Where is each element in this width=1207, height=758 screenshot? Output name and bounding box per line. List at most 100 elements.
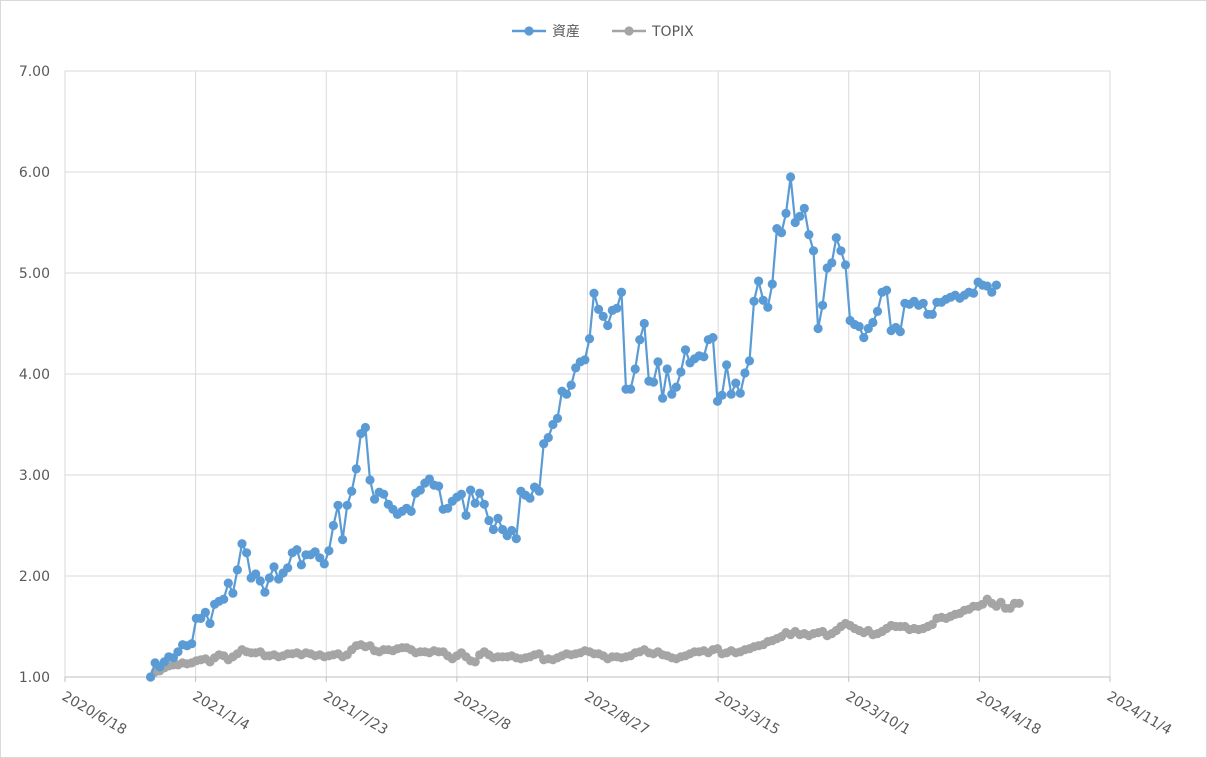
x-tick-label: 2021/1/4: [190, 689, 253, 734]
data-point: [566, 380, 576, 390]
plot-area: [146, 172, 1024, 682]
data-point: [470, 498, 480, 508]
data-point: [580, 355, 590, 365]
y-tick-label: 4.00: [19, 367, 50, 383]
data-point: [630, 364, 640, 374]
data-point: [200, 607, 210, 618]
data-point: [484, 515, 494, 526]
data-point: [255, 576, 265, 586]
data-point: [333, 500, 343, 510]
x-tick-label: 2022/8/27: [582, 689, 652, 739]
data-point: [461, 510, 471, 520]
data-point: [708, 333, 718, 343]
data-point: [1014, 598, 1024, 608]
data-point: [616, 287, 627, 297]
data-point: [173, 647, 183, 657]
y-tick-label: 5.00: [19, 266, 50, 282]
data-point: [328, 520, 338, 531]
data-point: [639, 318, 649, 329]
data-point: [562, 389, 572, 399]
data-point: [699, 352, 709, 362]
data-point: [338, 535, 348, 545]
data-point: [658, 393, 668, 403]
data-point: [758, 295, 768, 305]
data-point: [744, 356, 755, 366]
x-tick-label: 2022/2/8: [451, 689, 513, 734]
data-point: [434, 481, 444, 491]
data-point: [776, 228, 787, 238]
data-point: [859, 333, 869, 343]
data-point: [242, 548, 252, 558]
data-point: [283, 563, 293, 573]
series-line: [149, 598, 1020, 678]
data-point: [722, 360, 732, 370]
data-point: [525, 493, 535, 503]
x-tick-label: 2020/6/18: [59, 689, 129, 739]
data-point: [319, 559, 329, 569]
data-point: [360, 422, 370, 433]
data-point: [603, 320, 613, 331]
data-point: [726, 389, 736, 399]
legend-marker: [624, 26, 634, 36]
data-point: [470, 657, 480, 667]
data-point: [653, 357, 663, 367]
data-point: [813, 323, 823, 334]
data-point: [466, 485, 476, 495]
x-tick-label: 2023/10/1: [843, 689, 913, 739]
data-point: [991, 280, 1002, 290]
data-point: [799, 203, 809, 213]
data-point: [749, 296, 759, 306]
data-point: [927, 309, 937, 319]
data-point: [840, 260, 851, 270]
data-point: [635, 335, 645, 345]
data-point: [763, 302, 773, 312]
data-point: [827, 258, 837, 268]
data-point: [717, 390, 727, 400]
y-tick-label: 2.00: [19, 569, 50, 585]
data-point: [795, 211, 805, 221]
data-point: [552, 413, 563, 423]
data-point: [584, 334, 595, 344]
data-point: [735, 388, 745, 398]
data-point: [511, 534, 521, 544]
x-tick-label: 2021/7/23: [320, 689, 390, 739]
data-point: [443, 503, 453, 513]
data-point: [882, 285, 892, 295]
data-point: [676, 367, 686, 377]
data-point: [598, 311, 608, 321]
data-point: [804, 230, 814, 240]
y-tick-label: 7.00: [19, 64, 50, 80]
data-point: [543, 433, 553, 443]
data-point: [680, 345, 691, 355]
data-point: [379, 489, 389, 499]
data-point: [205, 618, 215, 629]
y-axis-tick-labels: 1.00 2.00 3.00 4.00 5.00 6.00 7.00: [19, 64, 50, 686]
data-point: [370, 494, 380, 504]
data-point: [237, 539, 247, 549]
data-point: [292, 545, 302, 555]
data-point: [589, 288, 599, 298]
data-point: [264, 573, 274, 583]
data-point: [808, 246, 819, 256]
data-point: [740, 368, 750, 378]
y-tick-label: 1.00: [19, 670, 50, 686]
data-point: [507, 525, 517, 536]
data-point: [146, 672, 156, 682]
series-asset: [146, 172, 1002, 682]
data-point: [836, 246, 846, 256]
y-tick-label: 3.00: [19, 468, 50, 484]
data-point: [342, 500, 352, 510]
data-point: [648, 377, 659, 387]
data-point: [187, 639, 197, 649]
data-point: [223, 578, 233, 588]
data-point: [868, 317, 878, 328]
data-point: [351, 464, 361, 474]
data-point: [251, 569, 261, 579]
data-point: [475, 488, 485, 498]
data-point: [534, 486, 544, 496]
data-point: [479, 499, 489, 509]
series-line: [149, 175, 998, 678]
data-point: [219, 594, 229, 604]
